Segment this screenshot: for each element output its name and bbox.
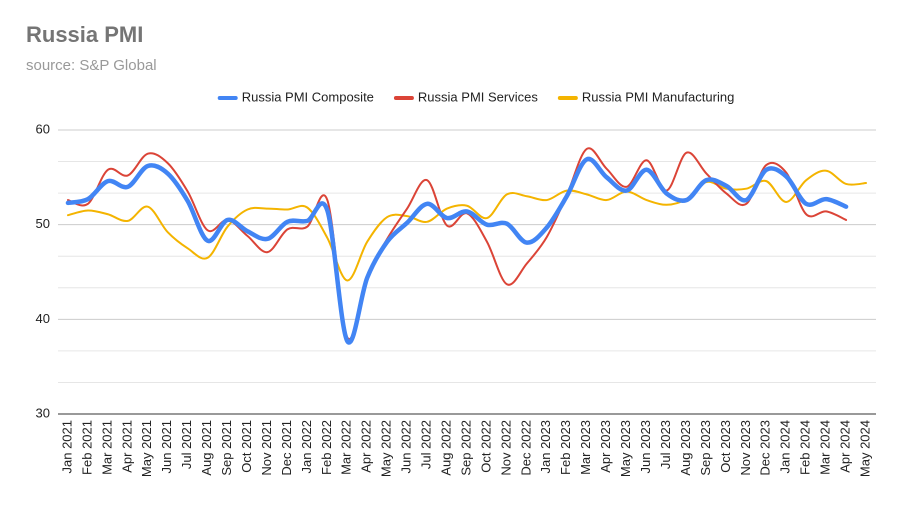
x-tick-label: Feb 2021 xyxy=(79,420,94,475)
x-tick-label: Nov 2023 xyxy=(738,420,753,476)
y-tick-label: 30 xyxy=(36,405,50,420)
x-tick-label: Nov 2022 xyxy=(498,420,513,476)
x-tick-label: Dec 2022 xyxy=(518,420,533,476)
x-tick-label: May 2021 xyxy=(139,420,154,477)
line-series xyxy=(66,147,848,341)
x-tick-label: Jun 2022 xyxy=(399,420,414,474)
x-tick-label: Aug 2022 xyxy=(438,420,453,476)
x-tick-label: Aug 2023 xyxy=(678,420,693,476)
x-tick-label: Sep 2023 xyxy=(698,420,713,476)
x-tick-label: Jan 2021 xyxy=(59,420,74,474)
x-tick-label: May 2024 xyxy=(857,420,872,477)
y-tick-label: 60 xyxy=(36,121,50,136)
x-tick-label: Mar 2022 xyxy=(339,420,354,475)
x-tick-label: Jul 2023 xyxy=(658,420,673,469)
x-tick-label: Oct 2021 xyxy=(239,420,254,473)
x-tick-label: May 2023 xyxy=(618,420,633,477)
x-tick-label: Jun 2021 xyxy=(159,420,174,474)
x-tick-label: Sep 2021 xyxy=(219,420,234,476)
x-tick-label: Jan 2022 xyxy=(299,420,314,474)
x-tick-label: Mar 2021 xyxy=(99,420,114,475)
x-tick-label: Jun 2023 xyxy=(638,420,653,474)
x-tick-label: Oct 2023 xyxy=(718,420,733,473)
x-tick-label: Jul 2022 xyxy=(419,420,434,469)
x-tick-label: Feb 2024 xyxy=(798,420,813,475)
x-tick-label: Sep 2022 xyxy=(458,420,473,476)
x-tick-label: Nov 2021 xyxy=(259,420,274,476)
line-series xyxy=(66,169,868,282)
legend-label: Russia PMI Composite xyxy=(242,89,374,104)
line-series xyxy=(65,156,849,345)
x-tick-label: Dec 2023 xyxy=(758,420,773,476)
x-tick-label: Apr 2023 xyxy=(598,420,613,473)
legend-label: Russia PMI Manufacturing xyxy=(582,89,734,104)
x-tick-label: Jan 2023 xyxy=(538,420,553,474)
x-tick-label: May 2022 xyxy=(379,420,394,477)
y-tick-label: 40 xyxy=(36,311,50,326)
y-tick-label: 50 xyxy=(36,216,50,231)
x-tick-label: Apr 2021 xyxy=(119,420,134,473)
x-tick-label: Feb 2023 xyxy=(558,420,573,475)
x-tick-label: Mar 2023 xyxy=(578,420,593,475)
x-tick-label: Oct 2022 xyxy=(478,420,493,473)
x-tick-label: Jan 2024 xyxy=(778,420,793,474)
x-tick-label: Apr 2024 xyxy=(838,420,853,473)
chart-subtitle: source: S&P Global xyxy=(26,57,157,74)
x-tick-label: Apr 2022 xyxy=(359,420,374,473)
x-tick-label: Jul 2021 xyxy=(179,420,194,469)
x-tick-label: Mar 2024 xyxy=(818,420,833,475)
x-tick-label: Feb 2022 xyxy=(319,420,334,475)
legend-label: Russia PMI Services xyxy=(418,89,538,104)
x-tick-label: Aug 2021 xyxy=(199,420,214,476)
x-tick-label: Dec 2021 xyxy=(279,420,294,476)
chart-title: Russia PMI xyxy=(26,22,143,47)
